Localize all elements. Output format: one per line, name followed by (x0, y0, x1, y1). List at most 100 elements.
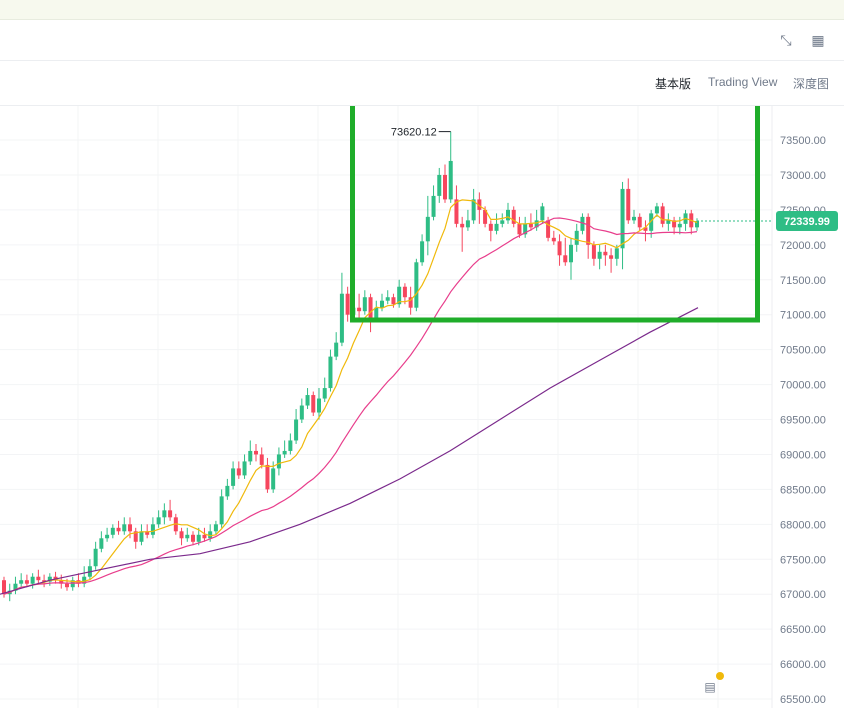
candle[interactable] (36, 576, 41, 581)
candle[interactable] (248, 450, 253, 462)
candle[interactable] (253, 450, 259, 455)
candle[interactable] (431, 195, 436, 217)
candle[interactable] (374, 307, 379, 319)
candle[interactable] (179, 531, 184, 539)
tab-basic[interactable]: 基本版 (655, 77, 692, 91)
candle[interactable] (345, 293, 350, 315)
candle[interactable] (213, 524, 218, 532)
candle[interactable] (654, 206, 659, 214)
candle[interactable] (288, 440, 293, 451)
candle[interactable] (631, 216, 637, 221)
candle[interactable] (420, 241, 425, 263)
candle[interactable] (483, 209, 488, 224)
candle[interactable] (265, 464, 270, 490)
candle[interactable] (127, 524, 133, 532)
candle[interactable] (471, 199, 476, 221)
candle[interactable] (500, 220, 505, 224)
candle[interactable] (397, 286, 402, 305)
candle[interactable] (637, 216, 642, 228)
candle[interactable] (694, 221, 700, 228)
candle[interactable] (460, 223, 465, 228)
candle[interactable] (362, 297, 367, 312)
layout-grid-icon[interactable]: ▦ (811, 32, 825, 48)
candle[interactable] (190, 534, 196, 542)
candle[interactable] (385, 297, 390, 301)
candle[interactable] (494, 223, 499, 231)
candle[interactable] (225, 485, 230, 497)
candle[interactable] (557, 241, 562, 256)
candle[interactable] (231, 468, 236, 486)
candle[interactable] (322, 388, 327, 399)
candle[interactable] (116, 527, 121, 532)
candle[interactable] (259, 454, 264, 465)
candle[interactable] (551, 237, 556, 242)
candle[interactable] (1, 580, 7, 595)
candle[interactable] (402, 286, 407, 298)
candle[interactable] (236, 468, 241, 476)
candle[interactable] (517, 223, 522, 235)
candle[interactable] (540, 206, 545, 221)
candle[interactable] (586, 216, 591, 245)
candle[interactable] (563, 255, 568, 263)
candle[interactable] (425, 216, 430, 242)
candle[interactable] (414, 262, 419, 308)
candle[interactable] (139, 531, 144, 542)
candle[interactable] (408, 297, 413, 308)
candle[interactable] (219, 496, 224, 525)
candle[interactable] (242, 461, 247, 476)
candle[interactable] (311, 395, 316, 413)
candle[interactable] (672, 220, 677, 228)
candle[interactable] (316, 398, 322, 413)
candle[interactable] (30, 576, 35, 584)
candle[interactable] (368, 297, 373, 319)
candle[interactable] (666, 220, 671, 224)
candle[interactable] (454, 199, 459, 224)
candle[interactable] (568, 244, 574, 263)
candle[interactable] (505, 209, 511, 221)
candle[interactable] (162, 510, 167, 518)
candle[interactable] (196, 534, 201, 542)
candle[interactable] (202, 534, 207, 539)
candle[interactable] (19, 580, 24, 584)
candle[interactable] (105, 534, 110, 539)
candle[interactable] (357, 307, 362, 312)
candle[interactable] (47, 576, 52, 582)
candle[interactable] (391, 297, 396, 305)
candle[interactable] (660, 206, 665, 224)
candle[interactable] (339, 293, 344, 343)
price-chart[interactable]: 65500.00 66000.00 66500.00 67000.00 67500.00… (0, 106, 844, 708)
candle[interactable] (133, 531, 138, 542)
candle[interactable] (42, 580, 47, 582)
candle[interactable] (334, 342, 339, 357)
candle[interactable] (442, 174, 448, 200)
candle[interactable] (677, 223, 682, 228)
candle[interactable] (597, 251, 602, 259)
candle[interactable] (511, 209, 516, 224)
candle[interactable] (609, 255, 614, 259)
candle[interactable] (591, 244, 596, 259)
candle[interactable] (168, 510, 173, 518)
candle[interactable] (64, 583, 70, 588)
candle[interactable] (110, 527, 115, 535)
candle[interactable] (574, 230, 579, 245)
tab-depth[interactable]: 深度图 (793, 77, 830, 91)
candle[interactable] (437, 174, 442, 196)
candle[interactable] (477, 199, 482, 210)
candle[interactable] (150, 524, 155, 535)
candle[interactable] (580, 216, 585, 231)
candle[interactable] (276, 454, 281, 469)
candle[interactable] (145, 531, 150, 535)
candle[interactable] (305, 395, 310, 406)
candle[interactable] (448, 160, 453, 200)
candle[interactable] (282, 450, 287, 455)
candle[interactable] (271, 468, 276, 490)
calendar-icon[interactable]: ▤ (704, 680, 716, 694)
candle[interactable] (534, 220, 539, 228)
candle[interactable] (13, 583, 18, 591)
candle[interactable] (603, 251, 608, 256)
candle[interactable] (620, 188, 625, 249)
candle[interactable] (523, 223, 528, 235)
candle[interactable] (643, 227, 648, 231)
candle[interactable] (59, 580, 64, 584)
candle[interactable] (528, 223, 533, 228)
